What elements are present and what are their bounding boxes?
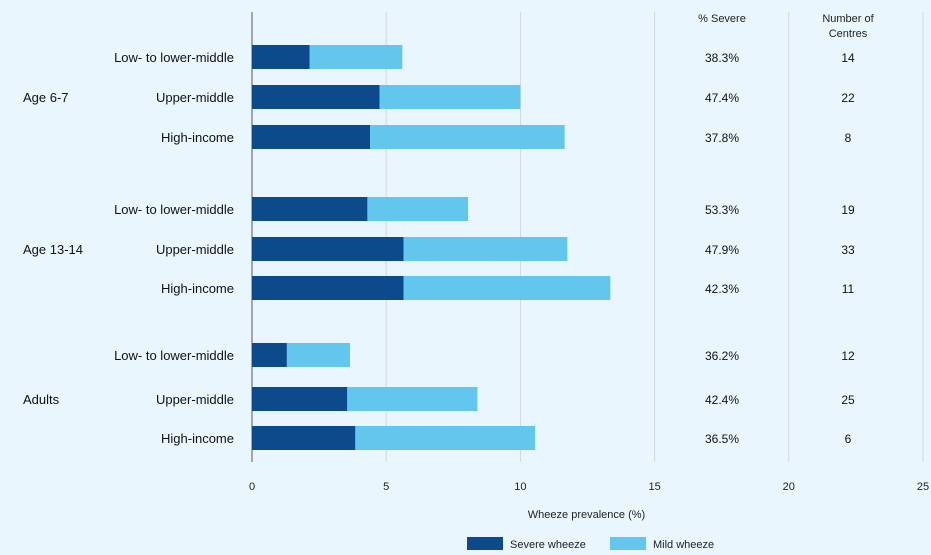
- centres-header-line2: Centres: [829, 28, 868, 40]
- legend-swatch: [467, 537, 503, 550]
- bar-severe: [252, 387, 348, 411]
- pct-severe-value: 36.2%: [705, 349, 739, 363]
- bar-severe: [252, 343, 287, 367]
- group-label: Age 6-7: [23, 90, 69, 105]
- bar-mild: [403, 276, 611, 300]
- bar-mild: [370, 125, 565, 149]
- group-label: Age 13-14: [23, 242, 83, 257]
- centres-value: 8: [845, 131, 852, 145]
- pct-severe-value: 38.3%: [705, 51, 739, 65]
- legend-label: Mild wheeze: [653, 539, 714, 550]
- bar-mild: [286, 343, 350, 367]
- centres-value: 25: [841, 393, 855, 407]
- category-label: Upper-middle: [156, 90, 234, 105]
- bar-mild: [367, 197, 469, 221]
- centres-value: 22: [841, 91, 855, 105]
- pct-severe-header: % Severe: [698, 13, 746, 25]
- x-tick-label: 10: [514, 481, 526, 493]
- x-tick-label: 0: [249, 481, 255, 493]
- pct-severe-value: 42.4%: [705, 393, 739, 407]
- centres-value: 14: [841, 51, 855, 65]
- pct-severe-value: 42.3%: [705, 282, 739, 296]
- legend: Severe wheeze Mild wheeze: [467, 537, 714, 551]
- bar-mild: [403, 237, 568, 261]
- x-tick-label: 15: [648, 481, 660, 493]
- centres-value: 6: [845, 432, 852, 446]
- pct-severe-value: 47.4%: [705, 91, 739, 105]
- centres-value: 33: [841, 243, 855, 257]
- category-label: Upper-middle: [156, 242, 234, 257]
- x-tick-label: 5: [383, 481, 389, 493]
- bar-severe: [252, 45, 310, 69]
- bar-severe: [252, 276, 404, 300]
- x-axis-label: Wheeze prevalence (%): [528, 509, 645, 521]
- bar-severe: [252, 125, 371, 149]
- row-labels: Low- to lower-middle Upper-middle High-inc…: [23, 50, 234, 446]
- pct-severe-value: 53.3%: [705, 203, 739, 217]
- category-label: High-income: [161, 431, 234, 446]
- category-label: High-income: [161, 281, 234, 296]
- bar-severe: [252, 426, 356, 450]
- x-tick-label: 20: [783, 481, 795, 493]
- centres-value: 19: [841, 203, 855, 217]
- legend-swatch: [610, 537, 646, 550]
- bar-severe: [252, 85, 380, 109]
- centres-value: 11: [842, 282, 855, 296]
- category-label: Upper-middle: [156, 392, 234, 407]
- category-label: Low- to lower-middle: [114, 202, 234, 217]
- category-label: Low- to lower-middle: [114, 50, 234, 65]
- bar-severe: [252, 197, 368, 221]
- bar-mild: [379, 85, 521, 109]
- pct-severe-value: 36.5%: [705, 432, 739, 446]
- bar-mild: [309, 45, 403, 69]
- bar-severe: [252, 237, 404, 261]
- bars: [252, 45, 611, 450]
- bar-mild: [347, 387, 478, 411]
- group-label: Adults: [23, 392, 60, 407]
- category-label: Low- to lower-middle: [114, 348, 234, 363]
- centres-header-line1: Number of: [822, 13, 874, 25]
- centres-value: 12: [841, 349, 855, 363]
- pct-severe-value: 37.8%: [705, 131, 739, 145]
- pct-severe-value: 47.9%: [705, 243, 739, 257]
- data-columns: % Severe Number of Centres 38.3% 14 47.4% 22 37…: [698, 13, 874, 446]
- x-tick-label: 25: [917, 481, 929, 493]
- bar-mild: [355, 426, 536, 450]
- legend-label: Severe wheeze: [510, 539, 586, 550]
- category-label: High-income: [161, 130, 234, 145]
